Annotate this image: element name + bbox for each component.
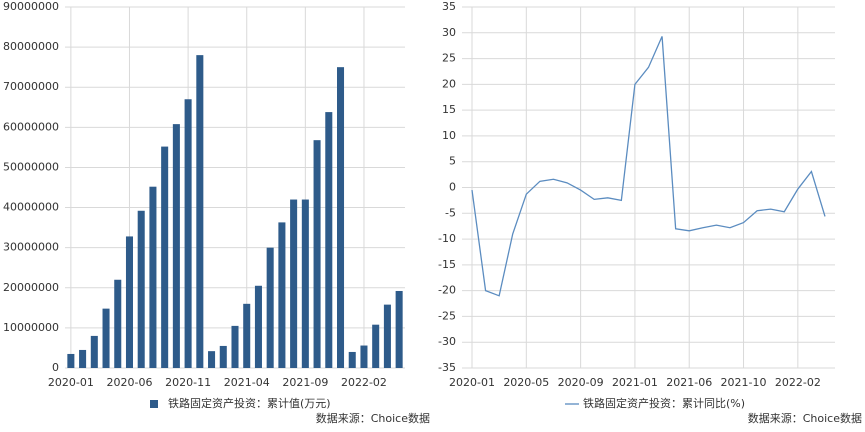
y-tick-label: 15 <box>442 103 456 116</box>
bar <box>254 285 262 368</box>
bar <box>278 222 286 368</box>
x-tick-label: 2020-05 <box>503 376 549 389</box>
y-tick-label: -20 <box>438 284 456 297</box>
legend-label: 铁路固定资产投资：累计值(万元) <box>168 396 331 410</box>
y-tick-label: 5 <box>449 155 456 168</box>
x-tick-label: 2020-01 <box>449 376 495 389</box>
bar <box>161 146 169 368</box>
bar <box>219 345 227 368</box>
x-tick-label: 2020-11 <box>165 376 211 389</box>
x-tick-label: 2021-06 <box>666 376 712 389</box>
y-tick-label: -10 <box>438 232 456 245</box>
source-note: 数据来源：Choice数据 <box>316 411 430 425</box>
bar <box>102 308 110 368</box>
bar <box>184 99 192 368</box>
x-tick-label: 2021-10 <box>721 376 767 389</box>
y-tick-label: 30 <box>442 26 456 39</box>
bar <box>301 199 309 368</box>
bar <box>337 67 345 369</box>
x-tick-label: 2020-09 <box>558 376 604 389</box>
bar <box>372 324 380 368</box>
bar <box>172 124 180 368</box>
line <box>471 36 826 297</box>
x-tick-label: 2021-09 <box>282 376 328 389</box>
y-tick-label: 60000000 <box>3 120 59 133</box>
bar <box>231 325 239 368</box>
bar <box>208 351 216 368</box>
bar <box>348 351 356 368</box>
bar <box>360 345 368 368</box>
x-tick-label: 2020-06 <box>106 376 152 389</box>
source-note: 数据来源：Choice数据 <box>748 411 862 425</box>
bar <box>290 199 298 368</box>
bar <box>383 304 391 368</box>
y-tick-label: 0 <box>52 361 59 374</box>
bar <box>196 55 204 369</box>
y-tick-label: 25 <box>442 52 456 65</box>
bar <box>325 112 333 368</box>
bar <box>137 210 145 368</box>
y-tick-label: -30 <box>438 335 456 348</box>
y-tick-label: -25 <box>438 309 456 322</box>
bar <box>114 279 122 368</box>
y-tick-label: 70000000 <box>3 80 59 93</box>
y-tick-label: 20 <box>442 77 456 90</box>
x-tick-label: 2020-01 <box>48 376 94 389</box>
bar <box>243 303 251 368</box>
y-tick-label: 0 <box>449 181 456 194</box>
y-tick-label: 50000000 <box>3 160 59 173</box>
y-tick-label: 30000000 <box>3 241 59 254</box>
x-tick-label: 2022-02 <box>341 376 387 389</box>
y-tick-label: -5 <box>445 206 456 219</box>
bar <box>90 335 98 368</box>
bar <box>149 186 157 368</box>
y-tick-label: 40000000 <box>3 201 59 214</box>
legend-swatch <box>150 400 158 408</box>
bar <box>266 247 274 368</box>
y-tick-label: 20000000 <box>3 281 59 294</box>
y-tick-label: -35 <box>438 361 456 374</box>
bar <box>67 353 75 368</box>
y-tick-label: 90000000 <box>3 0 59 13</box>
y-tick-label: 35 <box>442 0 456 13</box>
bar <box>313 140 321 368</box>
bar <box>79 349 87 368</box>
x-tick-label: 2021-01 <box>612 376 658 389</box>
y-tick-label: 10000000 <box>3 321 59 334</box>
x-tick-label: 2022-02 <box>775 376 821 389</box>
bar <box>125 236 133 368</box>
y-tick-label: -15 <box>438 258 456 271</box>
y-tick-label: 10 <box>442 129 456 142</box>
bar <box>395 290 403 368</box>
x-tick-label: 2021-04 <box>224 376 270 389</box>
y-tick-label: 80000000 <box>3 40 59 53</box>
legend-label: 铁路固定资产投资：累计同比(%) <box>583 396 745 410</box>
